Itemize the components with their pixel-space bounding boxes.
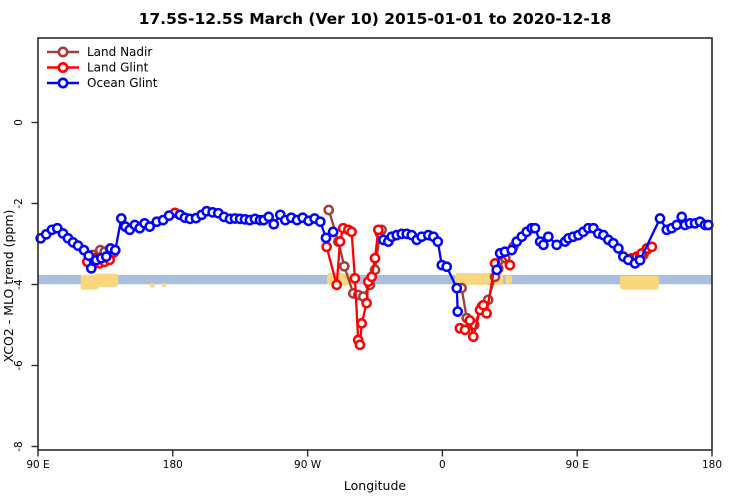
data-point-marker <box>268 218 280 230</box>
legend-item-land-nadir: Land Nadir <box>47 45 152 59</box>
data-point-marker <box>361 297 372 309</box>
x-tick-label-5: 180 <box>702 459 722 471</box>
data-point-marker <box>432 236 444 247</box>
legend-marker-icon <box>57 61 69 73</box>
data-point-marker <box>100 251 112 262</box>
data-point-marker <box>327 226 339 238</box>
data-point-marker <box>467 331 479 343</box>
data-point-marker <box>441 261 453 273</box>
data-point-marker <box>551 239 563 251</box>
data-point-marker <box>504 259 516 271</box>
plot-box <box>37 37 713 451</box>
data-point-marker <box>529 222 541 234</box>
legend-label: Ocean Glint <box>87 76 158 90</box>
highlight-region <box>619 275 659 290</box>
data-point-marker <box>613 243 624 254</box>
series-ocean-glint <box>35 205 714 317</box>
legend-label: Land Glint <box>87 61 149 75</box>
data-point-marker <box>83 250 95 262</box>
data-point-marker <box>349 273 361 284</box>
x-tick-label-2: 90 W <box>294 459 322 471</box>
data-series-layer <box>35 204 714 351</box>
highlight-region <box>149 282 155 288</box>
data-point-marker <box>491 264 503 276</box>
data-point-marker <box>369 252 381 264</box>
data-point-marker <box>144 221 156 232</box>
data-point-marker <box>263 211 275 223</box>
data-point-marker <box>354 339 366 351</box>
legend-marker-icon <box>57 77 69 89</box>
data-point-marker <box>163 210 175 221</box>
data-point-marker <box>538 239 549 251</box>
y-tick-label-2: -4 <box>13 279 25 290</box>
y-axis-title: XCO2 - MLO trend (ppm) <box>1 210 16 363</box>
data-point-marker <box>481 307 492 319</box>
x-tick-label-3: 0 <box>439 459 446 471</box>
data-point-marker <box>506 244 518 256</box>
legend: Land Nadir Land Glint Ocean Glint <box>47 45 158 90</box>
data-point-marker <box>338 260 350 272</box>
x-tick-label-4: 90 E <box>566 459 589 471</box>
x-tick-label-0: 90 E <box>26 459 49 471</box>
data-point-marker <box>320 232 332 244</box>
y-tick-label-3: -6 <box>13 360 25 371</box>
data-point-marker <box>321 241 332 253</box>
data-point-marker <box>314 216 326 228</box>
data-point-marker <box>671 219 683 231</box>
data-point-marker <box>464 315 476 326</box>
data-point-marker <box>366 271 378 283</box>
data-point-marker <box>109 244 121 256</box>
data-point-marker <box>115 213 127 224</box>
x-tick-label-1: 180 <box>163 459 183 471</box>
data-point-marker <box>356 318 368 329</box>
data-point-marker <box>459 324 471 336</box>
legend-marker-icon <box>57 46 69 58</box>
data-point-marker <box>542 231 554 243</box>
data-point-marker <box>372 224 384 236</box>
legend-item-ocean-glint: Ocean Glint <box>47 76 158 90</box>
data-point-marker <box>654 213 666 224</box>
y-tick-label-1: -2 <box>13 198 25 208</box>
highlight-region <box>161 282 167 287</box>
data-point-marker <box>346 226 357 238</box>
data-point-marker <box>331 279 343 291</box>
highlight-region <box>94 273 119 287</box>
highlight-region <box>80 274 99 290</box>
x-axis-title: Longitude <box>344 478 406 493</box>
chart-title: 17.5S-12.5S March (Ver 10) 2015-01-01 to… <box>139 10 612 28</box>
highlight-region <box>505 275 513 285</box>
data-point-marker <box>634 254 646 266</box>
series-line <box>383 232 459 312</box>
data-point-marker <box>702 219 714 231</box>
data-point-marker <box>334 236 346 247</box>
legend-item-land-glint: Land Glint <box>47 61 149 75</box>
data-point-marker <box>452 306 464 317</box>
y-tick-label-4: -8 <box>13 441 25 451</box>
data-point-marker <box>451 282 463 294</box>
data-point-marker <box>85 262 97 274</box>
data-point-marker <box>323 204 335 216</box>
y-tick-label-0: 0 <box>13 119 25 126</box>
axes-layer: 90 E 180 90 W 0 90 E 180 0 -2 -4 -6 -8 <box>13 119 722 471</box>
legend-label: Land Nadir <box>87 45 152 59</box>
series-land-nadir <box>87 204 653 331</box>
